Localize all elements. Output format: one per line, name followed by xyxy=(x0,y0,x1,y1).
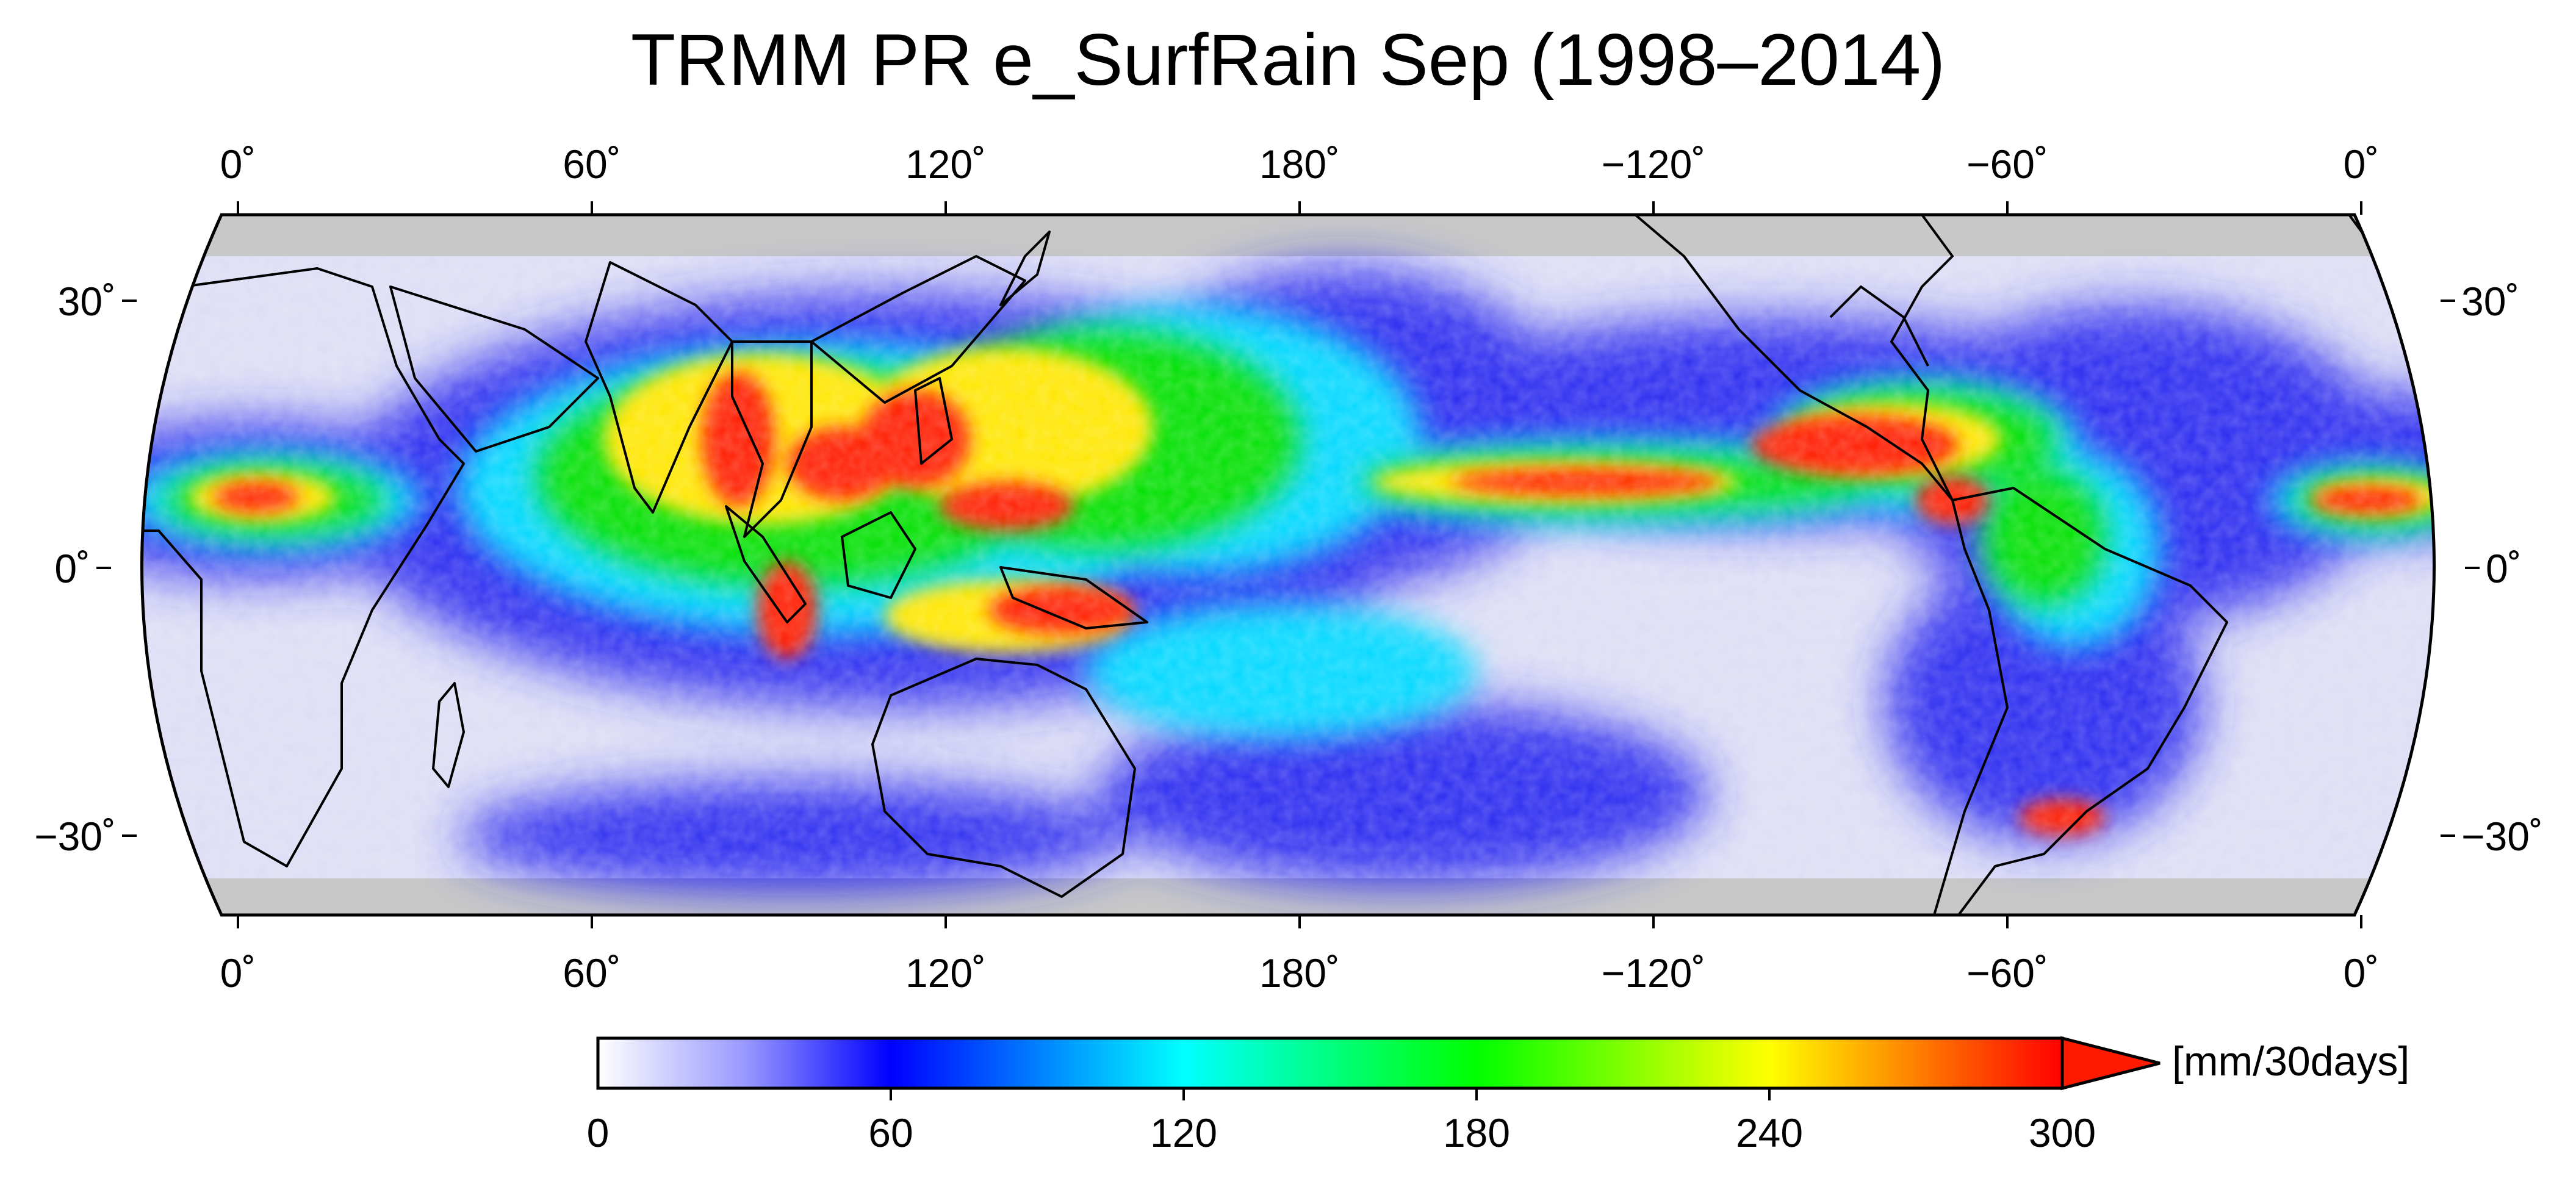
colorbar-ticks: 0 60 120 180 240 300 xyxy=(587,1088,2096,1155)
lon-label-bottom: −60˚ xyxy=(1966,950,2048,996)
lat-label-right: 0˚ xyxy=(2486,546,2522,591)
lat-label-right: 30˚ xyxy=(2461,279,2519,324)
colorbar-extend-arrow xyxy=(2060,1036,2160,1091)
lat-label-left: 0˚ xyxy=(54,546,90,591)
lon-label-bottom: 120˚ xyxy=(905,950,986,996)
rain-texture xyxy=(142,256,2434,878)
colorbar-tick-label: 180 xyxy=(1443,1110,1510,1155)
map-title: TRMM PR e_SurfRain Sep (1998–2014) xyxy=(630,19,1946,101)
rain-field xyxy=(142,215,2434,915)
lat-ticks: 30˚ 0˚ −30˚ 30˚ 0˚ −30˚ xyxy=(34,279,2543,859)
colorbar-tick-label: 120 xyxy=(1150,1110,1217,1155)
lon-label-bottom: 180˚ xyxy=(1259,950,1340,996)
lat-label-left: −30˚ xyxy=(34,814,116,859)
lon-label-top: −60˚ xyxy=(1966,142,2048,187)
lat-label-right: −30˚ xyxy=(2461,814,2543,859)
lon-label-top: 0˚ xyxy=(2344,142,2380,187)
colorbar: 0 60 120 180 240 300 xyxy=(587,1036,2160,1155)
map-frame xyxy=(140,213,2436,917)
lon-label-top: 0˚ xyxy=(220,142,256,187)
colorbar-bar xyxy=(596,1036,2064,1090)
lon-label-bottom: 0˚ xyxy=(2344,950,2380,996)
colorbar-tick-label: 0 xyxy=(587,1110,610,1155)
lon-label-bottom: 0˚ xyxy=(220,950,256,996)
lon-label-bottom: −120˚ xyxy=(1602,950,1706,996)
colorbar-tick-label: 240 xyxy=(1736,1110,1803,1155)
colorbar-unit-label: [mm/30days] xyxy=(2172,1038,2410,1085)
lon-label-top: 120˚ xyxy=(905,142,986,187)
lon-label-bottom: 60˚ xyxy=(563,950,621,996)
lon-ticks: 0˚ 60˚ 120˚ 180˚ −120˚ −60˚ 0˚ 0˚ 60˚ 120˚ 180˚ −12… xyxy=(220,142,2380,996)
lon-label-top: 60˚ xyxy=(563,142,621,187)
lon-label-top: −120˚ xyxy=(1602,142,1706,187)
lat-label-left: 30˚ xyxy=(58,279,116,324)
lon-label-top: 180˚ xyxy=(1259,142,1340,187)
colorbar-tick-label: 300 xyxy=(2029,1110,2096,1155)
colorbar-tick-label: 60 xyxy=(868,1110,913,1155)
